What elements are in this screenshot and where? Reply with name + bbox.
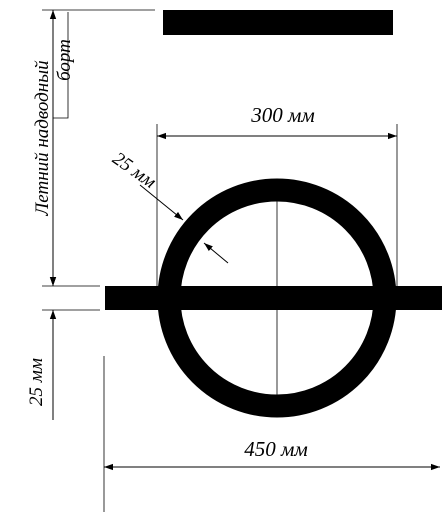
load-line-bar: [105, 286, 442, 310]
deck-line-bar: [163, 10, 393, 35]
ring-25-leader-inner: [203, 242, 229, 264]
freeboard-label-line2: борт: [54, 39, 75, 81]
freeboard-label-leader: [53, 12, 69, 119]
bar-25-label: 25 мм: [26, 358, 47, 406]
freeboard-label-line1: Летний надводный: [32, 60, 53, 217]
ring-25-leader-outer: [139, 184, 184, 221]
ring-25-label: 25 мм: [108, 148, 159, 193]
dim-300-label: 300 мм: [250, 103, 315, 127]
dim-450-label: 450 мм: [244, 437, 308, 461]
